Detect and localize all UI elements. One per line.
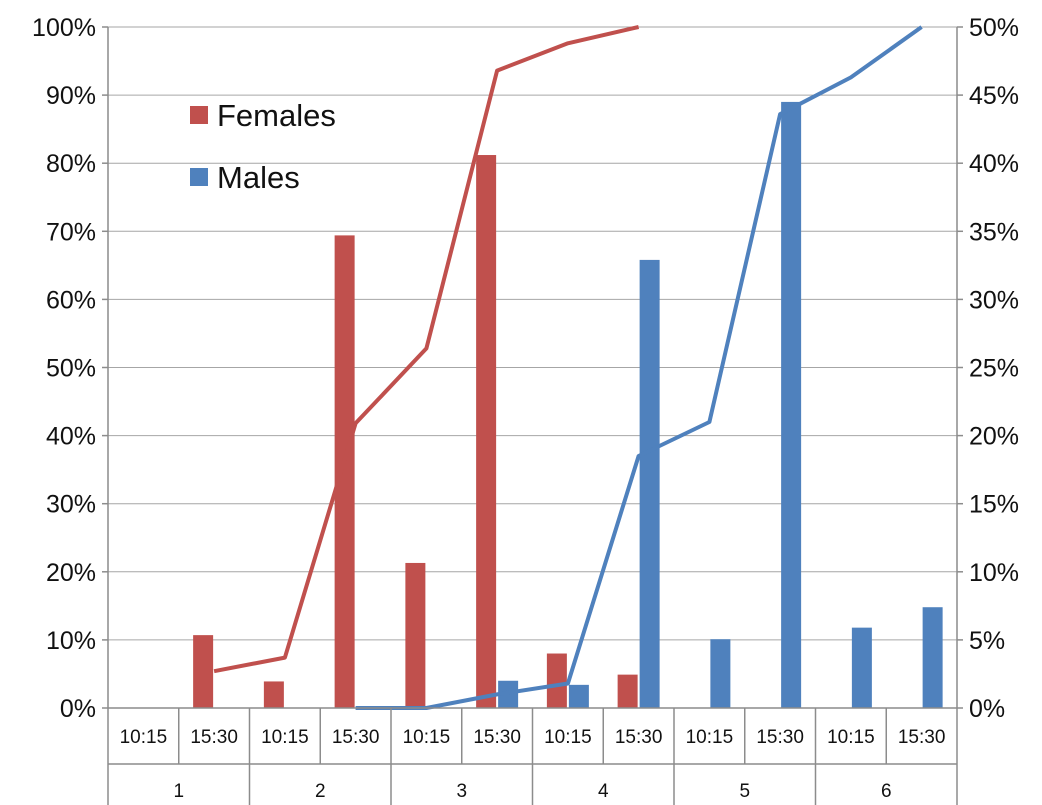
x-category-label: 15:30 <box>332 727 380 748</box>
y-tick-label-left: 20% <box>46 559 96 587</box>
y-tick-label-right: 25% <box>969 355 1019 383</box>
y-tick-label-right: 35% <box>969 218 1019 246</box>
y-tick-label-right: 20% <box>969 423 1019 451</box>
y-tick-label-left: 60% <box>46 286 96 314</box>
y-tick-label-left: 100% <box>32 14 96 42</box>
x-group-label: 1 <box>173 781 184 802</box>
x-category-label: 15:30 <box>898 727 946 748</box>
y-tick-label-right: 45% <box>969 82 1019 110</box>
bar <box>922 607 943 708</box>
y-axis-left-ticks: 0% 10% 20% 30% 40% 50% 60% 70% 80% 90% 100% <box>32 14 96 723</box>
x-category-label: 15:30 <box>473 727 521 748</box>
series-line <box>355 25 923 710</box>
y-tick-label-right: 15% <box>969 491 1019 519</box>
x-group-label: 5 <box>739 781 750 802</box>
legend-label: Females <box>217 98 336 133</box>
bar <box>617 674 638 708</box>
y-tick-label-left: 70% <box>46 218 96 246</box>
y-tick-label-right: 50% <box>969 14 1019 42</box>
bar <box>405 562 426 708</box>
legend-label: Males <box>217 160 300 195</box>
axes <box>102 26 963 805</box>
series-line <box>213 25 640 674</box>
bars <box>193 101 943 709</box>
y-tick-label-left: 0% <box>60 695 96 723</box>
x-category-label: 15:30 <box>615 727 663 748</box>
x-group-label: 4 <box>598 781 609 802</box>
y-tick-label-right: 10% <box>969 559 1019 587</box>
y-tick-label-left: 90% <box>46 82 96 110</box>
x-axis-categories: 10:15 15:30 10:15 15:30 10:15 15:30 10:15 15:30… <box>120 727 946 802</box>
x-category-label: 10:15 <box>686 727 734 748</box>
bar <box>193 635 214 708</box>
bar <box>263 681 284 708</box>
x-category-label: 10:15 <box>827 727 875 748</box>
bar <box>568 684 589 708</box>
bar <box>639 259 660 708</box>
y-tick-label-left: 30% <box>46 491 96 519</box>
x-category-label: 10:15 <box>261 727 309 748</box>
bar <box>476 155 497 708</box>
y-tick-label-right: 5% <box>969 627 1005 655</box>
x-group-label: 6 <box>881 781 892 802</box>
cumulative-lines <box>213 25 923 710</box>
x-category-label: 10:15 <box>120 727 168 748</box>
x-category-label: 15:30 <box>190 727 238 748</box>
bar <box>334 235 355 709</box>
legend-swatch <box>190 106 208 124</box>
legend: Females Males <box>190 98 336 195</box>
y-tick-label-right: 30% <box>969 286 1019 314</box>
legend-swatch <box>190 168 208 186</box>
y-tick-label-left: 50% <box>46 355 96 383</box>
x-category-label: 10:15 <box>544 727 592 748</box>
x-category-label: 10:15 <box>403 727 451 748</box>
bar <box>546 653 567 708</box>
y-tick-label-left: 10% <box>46 627 96 655</box>
y-tick-label-right: 40% <box>969 150 1019 178</box>
x-group-label: 2 <box>315 781 326 802</box>
y-axis-right-ticks: 0% 5% 10% 15% 20% 25% 30% 35% 40% 45% 50% <box>969 14 1019 723</box>
bar <box>710 639 731 708</box>
bar <box>781 101 802 708</box>
x-group-label: 3 <box>456 781 467 802</box>
gridlines <box>108 26 957 641</box>
bar <box>851 627 872 708</box>
x-category-label: 15:30 <box>756 727 804 748</box>
y-tick-label-right: 0% <box>969 695 1005 723</box>
y-tick-label-left: 80% <box>46 150 96 178</box>
y-tick-label-left: 40% <box>46 423 96 451</box>
